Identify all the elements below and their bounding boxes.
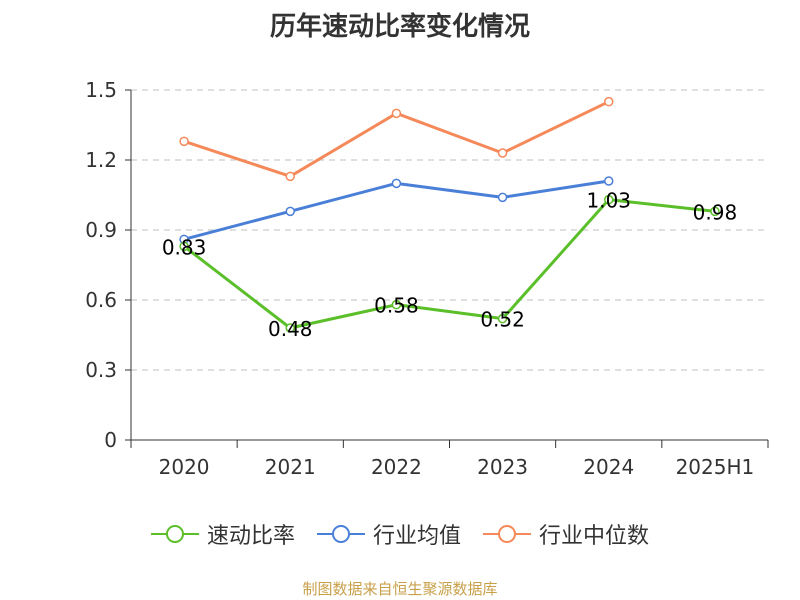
data-point: [391, 299, 402, 310]
data-point: [179, 241, 189, 252]
legend-item-industry-median[interactable]: 行业中位数: [483, 518, 649, 550]
y-tick-label: 0: [104, 428, 117, 452]
y-tick-label: 0.9: [85, 218, 117, 242]
data-point: [285, 206, 295, 217]
x-tick-label: 2020: [159, 455, 210, 479]
source-note: 制图数据来自恒生聚源数据库: [302, 580, 498, 598]
data-label: 0.98: [693, 200, 738, 224]
data-point: [285, 171, 295, 182]
y-tick-label: 1.5: [85, 78, 117, 102]
data-label: 1.03: [586, 189, 631, 213]
data-point: [604, 194, 614, 205]
data-point: [497, 148, 508, 158]
x-tick-label: 2022: [371, 455, 422, 479]
legend: 速动比率 行业均值 行业中位数: [0, 518, 800, 550]
data-label: 0.83: [162, 235, 207, 259]
data-point: [497, 192, 508, 203]
data-point: [285, 323, 295, 333]
data-point: [604, 96, 614, 107]
data-point: [497, 313, 508, 324]
chart-title: 历年速动比率变化情况: [269, 12, 530, 42]
x-tick-label: 2023: [477, 455, 528, 479]
data-point: [391, 178, 402, 189]
data-point: [179, 136, 189, 147]
legend-label-quick-ratio: 速动比率: [206, 524, 295, 549]
legend-label-industry-median: 行业中位数: [539, 524, 650, 549]
y-tick-label: 0.6: [85, 288, 117, 312]
legend-marker-industry-mean: [316, 525, 365, 543]
legend-label-industry-mean: 行业均值: [372, 524, 461, 549]
x-tick-label: 2021: [265, 455, 316, 479]
data-point: [391, 108, 402, 119]
data-point: [604, 176, 614, 186]
data-point: [710, 206, 720, 217]
y-tick-label: 0.3: [85, 358, 117, 382]
data-label: 0.52: [480, 308, 525, 332]
legend-marker-industry-median: [483, 525, 531, 543]
y-tick-label: 1.2: [85, 148, 117, 172]
legend-item-industry-mean[interactable]: 行业均值: [316, 518, 461, 550]
legend-item-quick-ratio[interactable]: 速动比率: [150, 518, 295, 550]
legend-marker-quick-ratio: [150, 525, 199, 543]
x-tick-label: 2025H1: [676, 455, 755, 479]
data-label: 0.48: [268, 317, 313, 341]
series-line: [183, 198, 716, 330]
data-label: 0.58: [374, 294, 419, 318]
x-tick-label: 2024: [583, 455, 634, 479]
